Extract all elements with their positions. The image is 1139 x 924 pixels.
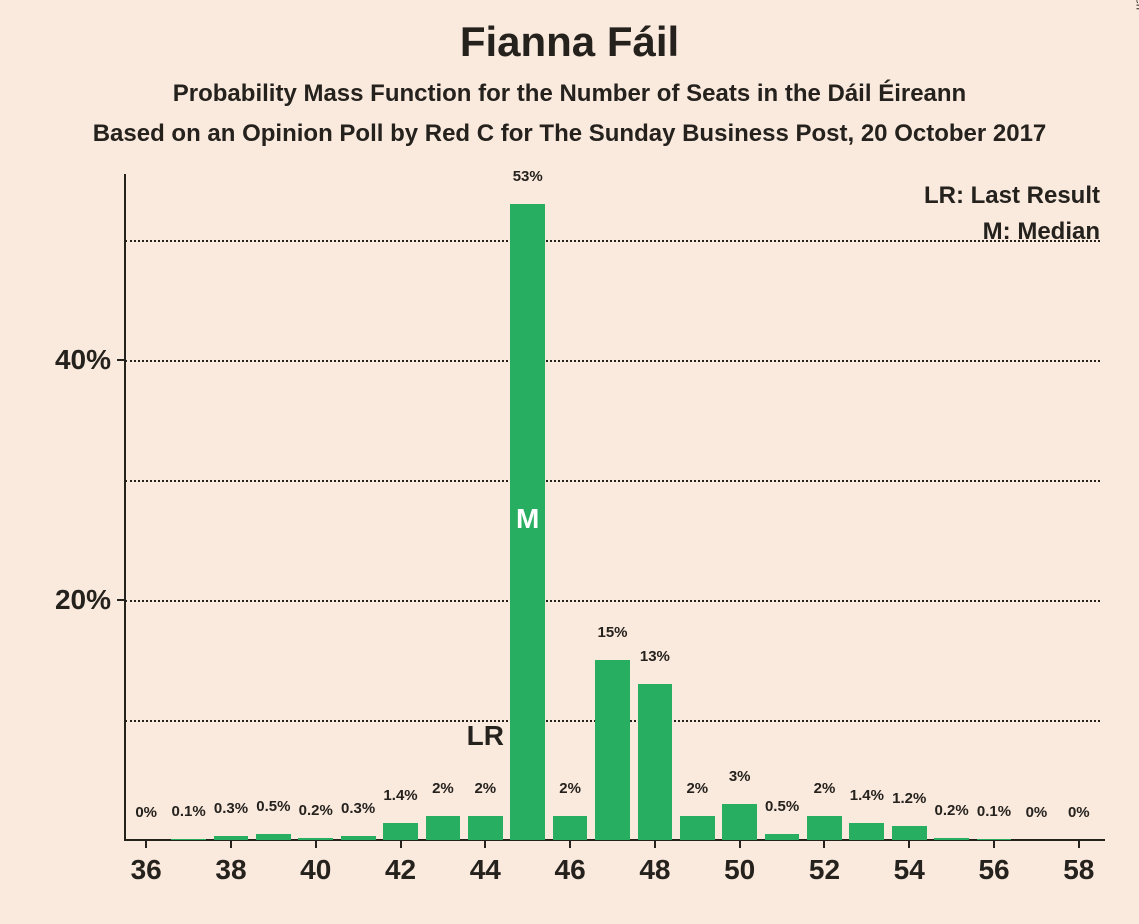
bar: [892, 826, 927, 840]
bar-value-label: 1.2%: [892, 790, 926, 807]
bar-value-label: 1.4%: [850, 787, 884, 804]
bar-value-label: 2%: [559, 780, 581, 797]
gridline: [125, 240, 1100, 242]
bar: [298, 838, 333, 840]
bar-value-label: 0%: [1026, 804, 1048, 821]
x-tick-label: 50: [724, 840, 755, 886]
x-tick-label: 48: [639, 840, 670, 886]
x-tick-label: 44: [470, 840, 501, 886]
bar-value-label: 2%: [474, 780, 496, 797]
annotation-last-result: LR: [467, 720, 504, 752]
x-tick-label: 38: [215, 840, 246, 886]
x-tick-label: 54: [894, 840, 925, 886]
chart-subtitle-1-text: Probability Mass Function for the Number…: [173, 80, 966, 107]
bar-value-label: 15%: [597, 624, 627, 641]
legend-last-result: LR: Last Result: [924, 182, 1100, 210]
chart-subtitle-1: Probability Mass Function for the Number…: [0, 66, 1139, 108]
bar: [680, 816, 715, 840]
gridline: [125, 480, 1100, 482]
chart-title-text: Fianna Fáil: [460, 18, 679, 65]
chart-title: Fianna Fáil: [0, 0, 1139, 66]
bar-value-label: 3%: [729, 768, 751, 785]
bar: [383, 823, 418, 840]
bar: [468, 816, 503, 840]
bar-value-label: 2%: [432, 780, 454, 797]
bar-value-label: 2%: [814, 780, 836, 797]
bar: [595, 660, 630, 840]
bar-value-label: 0.3%: [214, 800, 248, 817]
bar-value-label: 1.4%: [383, 787, 417, 804]
bar-value-label: 0.5%: [256, 798, 290, 815]
annotation-median: M: [516, 503, 539, 535]
bar-value-label: 2%: [686, 780, 708, 797]
bar-value-label: 0.5%: [765, 798, 799, 815]
x-tick-label: 46: [555, 840, 586, 886]
bar-value-label: 0.2%: [299, 802, 333, 819]
bar-value-label: 0.1%: [171, 803, 205, 820]
bar: [341, 836, 376, 840]
x-tick-label: 36: [131, 840, 162, 886]
y-tick-label: 20%: [55, 584, 125, 616]
gridline: [125, 360, 1100, 362]
bar: [934, 838, 969, 840]
bar: [977, 839, 1012, 840]
bar: [553, 816, 588, 840]
bar-value-label: 0.2%: [935, 802, 969, 819]
bar: [256, 834, 291, 840]
bar-value-label: 53%: [513, 168, 543, 185]
bar: [722, 804, 757, 840]
bar-value-label: 0%: [135, 804, 157, 821]
bar: [849, 823, 884, 840]
bar-value-label: 0%: [1068, 804, 1090, 821]
gridline: [125, 600, 1100, 602]
bar: [171, 839, 206, 840]
bar-value-label: 13%: [640, 648, 670, 665]
bar: [765, 834, 800, 840]
bar: [214, 836, 249, 840]
bar-value-label: 0.1%: [977, 803, 1011, 820]
y-tick-label: 40%: [55, 344, 125, 376]
copyright-text: © 2020 Filip van Laenen: [1133, 0, 1139, 10]
bar: [426, 816, 461, 840]
x-tick-label: 42: [385, 840, 416, 886]
bar-value-label: 0.3%: [341, 800, 375, 817]
x-tick-label: 58: [1063, 840, 1094, 886]
chart-subtitle-2: Based on an Opinion Poll by Red C for Th…: [0, 108, 1139, 148]
bar: [807, 816, 842, 840]
legend-median: M: Median: [983, 218, 1100, 246]
x-tick-label: 56: [978, 840, 1009, 886]
bar: [638, 684, 673, 840]
x-tick-label: 40: [300, 840, 331, 886]
chart-plot-area: 20%40%3638404244464850525456580%0.1%0.3%…: [125, 180, 1100, 840]
x-tick-label: 52: [809, 840, 840, 886]
chart-subtitle-2-text: Based on an Opinion Poll by Red C for Th…: [93, 120, 1047, 147]
y-axis: [124, 174, 126, 840]
